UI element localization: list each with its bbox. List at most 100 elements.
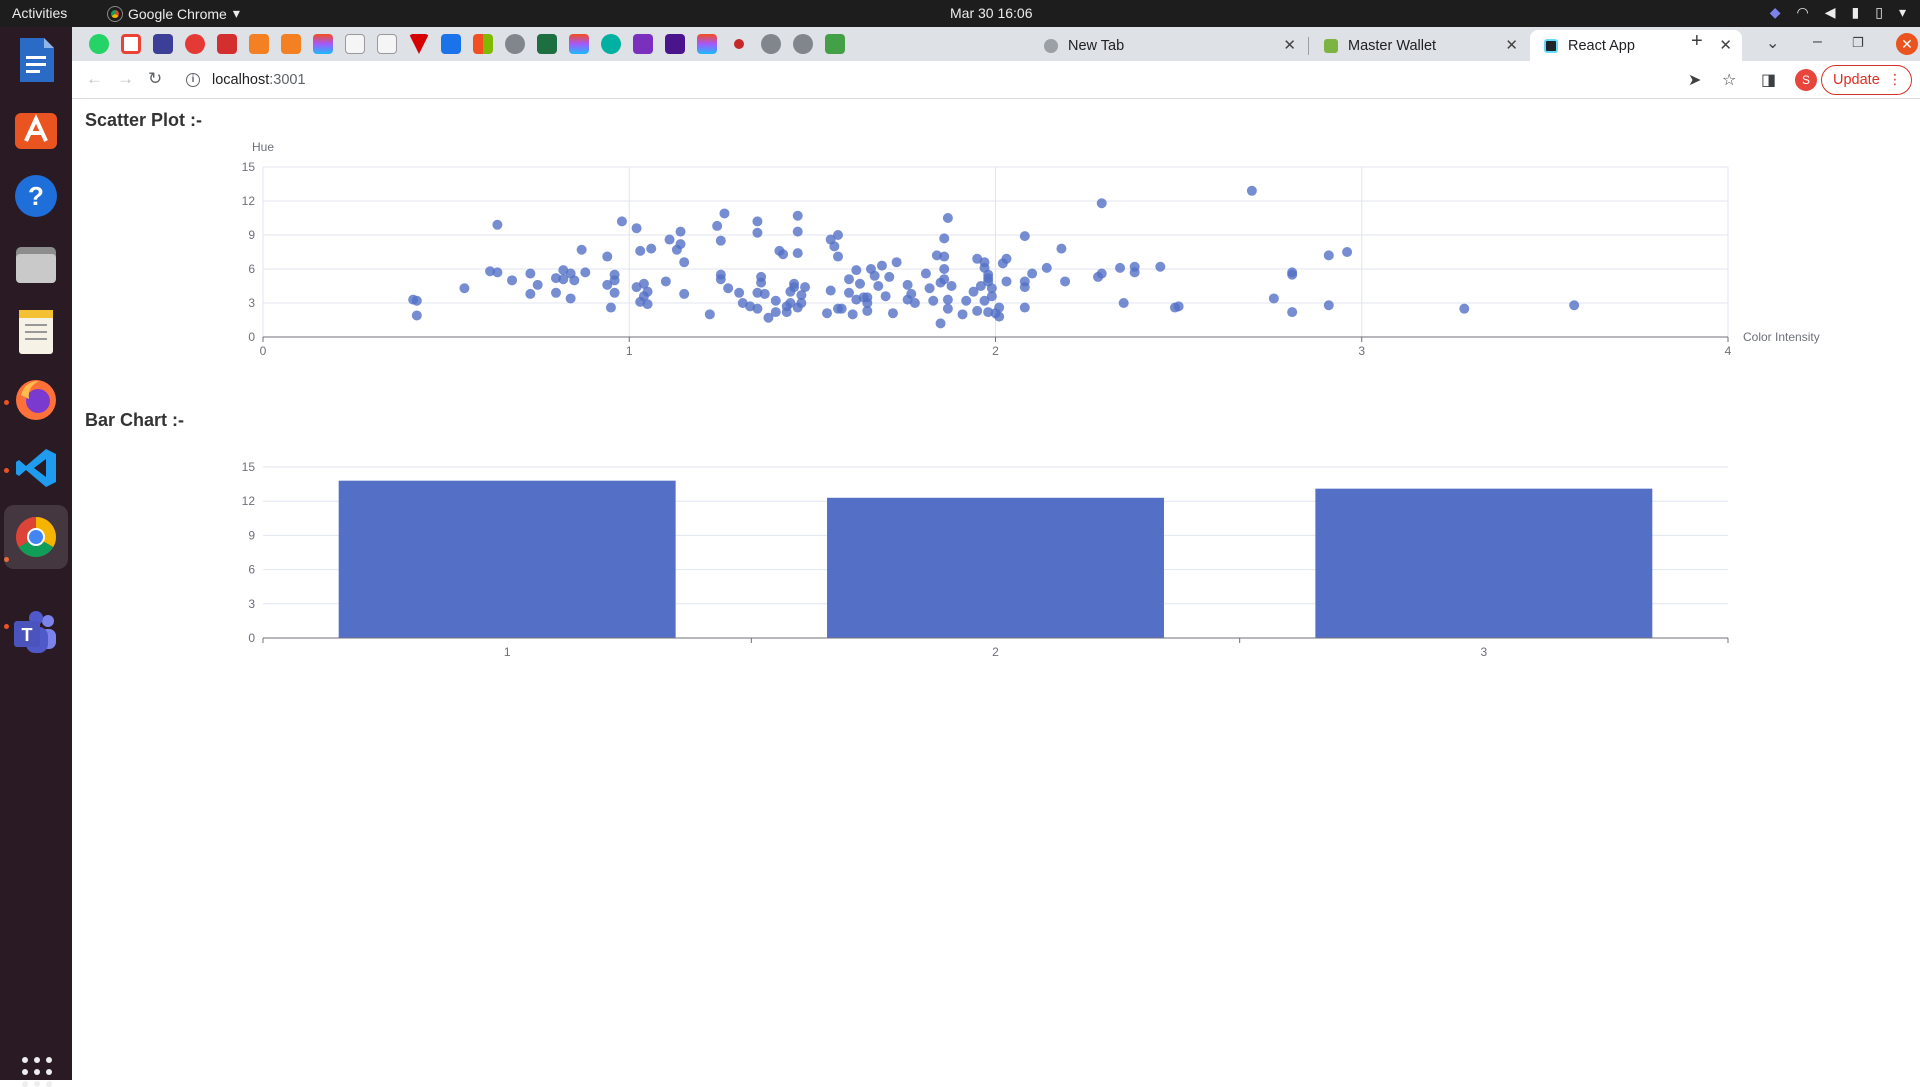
yahoo-pinned-tab-icon[interactable]: [153, 34, 173, 54]
globe-pinned-tab-icon[interactable]: [793, 34, 813, 54]
scatter-point: [715, 269, 726, 280]
scatter-point: [792, 210, 803, 221]
heart-purple-pinned-tab-icon[interactable]: [633, 34, 653, 54]
scatter-point: [532, 279, 543, 290]
reload-button[interactable]: ↻: [148, 69, 163, 88]
ubuntu-dock: ? T: [0, 27, 72, 1087]
side-panel-icon[interactable]: ◨: [1761, 72, 1777, 89]
scatter-point: [986, 283, 997, 294]
ubuntu-software-icon[interactable]: [10, 102, 62, 154]
tab-master-wallet[interactable]: Master Wallet ✕: [1310, 30, 1528, 61]
y-tick-label: 0: [248, 631, 255, 645]
scatter-point: [920, 268, 931, 279]
site-info-icon[interactable]: i: [186, 73, 200, 87]
scatter-point: [979, 295, 990, 306]
send-icon[interactable]: ➤: [1688, 72, 1702, 89]
scatter-point: [972, 305, 983, 316]
scatter-point: [642, 299, 653, 310]
libreoffice-writer-icon[interactable]: [10, 34, 62, 86]
scatter-point: [752, 287, 763, 298]
microsoft-pinned-tab-icon[interactable]: [473, 34, 493, 54]
scatter-point: [1268, 293, 1279, 304]
y-tick-label: 6: [248, 262, 255, 276]
document-pinned-tab-icon[interactable]: [377, 34, 397, 54]
figma-pinned-tab-icon[interactable]: [569, 34, 589, 54]
teams-tray-icon[interactable]: ◆: [1769, 4, 1781, 20]
tab-search-chevron-icon[interactable]: ⌄: [1766, 35, 1780, 52]
react-pinned-tab-icon[interactable]: [601, 34, 621, 54]
close-tab-icon[interactable]: ✕: [1283, 37, 1296, 54]
figma-pinned-tab-icon[interactable]: [697, 34, 717, 54]
scatter-point: [873, 281, 884, 291]
maximize-window-button[interactable]: ❐: [1852, 35, 1864, 50]
pinned-tab-icon[interactable]: [217, 34, 237, 54]
scatter-point: [1060, 276, 1071, 287]
edge-pinned-tab-icon[interactable]: [441, 34, 461, 54]
address-bar[interactable]: i localhost:3001: [182, 65, 1622, 95]
clock[interactable]: Mar 30 16:06: [950, 5, 1033, 21]
scatter-point: [664, 234, 675, 245]
scatter-point: [986, 291, 997, 302]
minimize-window-button[interactable]: –: [1813, 33, 1822, 50]
chart-pinned-tab-icon[interactable]: [665, 34, 685, 54]
profile-avatar[interactable]: S: [1795, 69, 1817, 91]
running-indicator: [4, 624, 9, 629]
vscode-icon[interactable]: [10, 442, 62, 494]
gmail-pinned-tab-icon[interactable]: [121, 34, 141, 54]
text-editor-icon[interactable]: [10, 306, 62, 358]
system-tray[interactable]: ◆ ◠ ◀ ▮ ▯ ▾: [1770, 4, 1906, 21]
document-pinned-tab-icon[interactable]: [345, 34, 365, 54]
whatsapp-pinned-tab-icon[interactable]: [89, 34, 109, 54]
scatter-point: [844, 287, 854, 298]
scatter-point: [1027, 268, 1038, 279]
globe-pinned-tab-icon[interactable]: [505, 34, 525, 54]
react-icon: [1544, 38, 1558, 53]
chrome-dock-icon[interactable]: [4, 505, 68, 569]
bookmark-star-icon[interactable]: ☆: [1722, 72, 1737, 89]
new-tab-button[interactable]: +: [1691, 30, 1703, 52]
vivaldi-pinned-tab-icon[interactable]: [409, 34, 429, 54]
bar: [827, 497, 1164, 638]
show-applications-icon[interactable]: [22, 1057, 52, 1087]
y-tick-label: 0: [248, 330, 255, 344]
scatter-point: [939, 233, 950, 244]
files-icon[interactable]: [10, 238, 62, 290]
microsoft-teams-icon[interactable]: T: [10, 606, 62, 658]
stackoverflow-pinned-tab-icon[interactable]: [281, 34, 301, 54]
back-button[interactable]: ←: [86, 69, 103, 88]
scatter-point: [679, 288, 690, 299]
help-icon[interactable]: ?: [10, 170, 62, 222]
wifi-icon: ◠: [1796, 4, 1809, 20]
scatter-point: [946, 281, 957, 291]
forward-button[interactable]: →: [117, 69, 134, 88]
x-axis-label: Color Intensity: [1743, 330, 1820, 344]
scatter-point: [616, 216, 627, 227]
excel-pinned-tab-icon[interactable]: [537, 34, 557, 54]
firefox-icon[interactable]: [10, 374, 62, 426]
activities-button[interactable]: Activities: [12, 5, 68, 21]
scatter-point: [551, 273, 561, 284]
pinned-tab-icon[interactable]: [734, 39, 744, 49]
scatter-point: [1001, 276, 1012, 287]
tab-new-tab[interactable]: New Tab ✕: [1030, 30, 1306, 61]
app-menu[interactable]: Google Chrome ▾: [107, 5, 240, 22]
close-window-button[interactable]: ✕: [1896, 33, 1918, 55]
kebab-menu-icon[interactable]: ⋮: [1888, 71, 1902, 87]
scatter-point: [638, 278, 649, 289]
scatter-point: [734, 287, 745, 298]
globe-pinned-tab-icon[interactable]: [761, 34, 781, 54]
update-button[interactable]: Update ⋮: [1821, 65, 1912, 95]
scatter-point: [939, 274, 950, 285]
scatter-point: [942, 294, 953, 305]
pinned-tab-icon[interactable]: [825, 34, 845, 54]
close-tab-icon[interactable]: ✕: [1505, 37, 1518, 54]
tab-react-app[interactable]: React App ✕: [1530, 30, 1742, 61]
heart-pinned-tab-icon[interactable]: [185, 34, 205, 54]
scatter-point: [507, 275, 518, 286]
stackoverflow-pinned-tab-icon[interactable]: [249, 34, 269, 54]
system-menu-chevron-icon[interactable]: ▾: [1898, 4, 1906, 20]
close-tab-icon[interactable]: ✕: [1719, 37, 1732, 54]
scatter-point: [763, 312, 774, 323]
figma-pinned-tab-icon[interactable]: [313, 34, 333, 54]
